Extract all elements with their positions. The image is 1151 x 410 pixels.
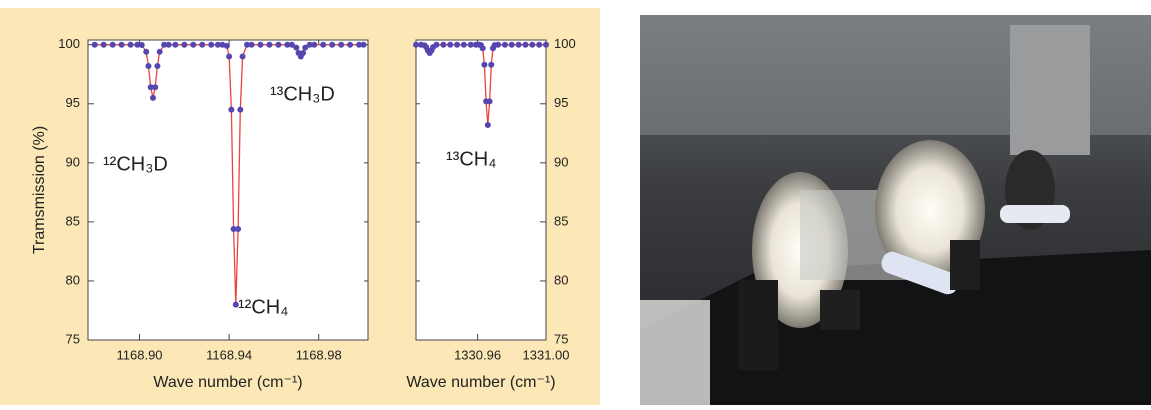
data-point [239,53,246,60]
x-tick-label: 1168.90 [117,347,163,362]
data-point [284,41,291,48]
data-point [515,41,522,48]
data-point [347,41,354,48]
data-point [165,41,172,48]
data-point [440,41,447,48]
data-point [460,41,467,48]
plot-area [87,39,369,341]
data-point [320,41,327,48]
data-point [172,41,179,48]
data-point [91,41,98,48]
data-point [481,61,488,68]
x-axis-title: Wave number (cm⁻¹) [406,374,555,391]
data-point [149,94,156,101]
y-tick-label: 90 [66,154,80,169]
data-point [329,41,336,48]
data-point [536,41,543,48]
data-point [248,41,255,48]
data-point [208,41,215,48]
data-point [288,41,295,48]
data-point [479,45,486,52]
data-point [433,41,440,48]
data-point [235,225,242,232]
data-point [529,41,536,48]
data-point [223,42,230,49]
data-point [293,44,300,51]
data-point [501,41,508,48]
data-point [338,41,345,48]
data-point [134,41,141,48]
data-point [356,41,363,48]
annotation: ¹²CH₄ [238,296,288,318]
data-point [488,61,495,68]
data-point [486,98,493,105]
data-point [543,41,549,48]
data-point [232,301,239,308]
data-point [161,41,168,48]
y-tick-label: 100 [554,36,576,51]
data-point [484,122,491,129]
y-tick-label: 75 [66,331,80,346]
x-tick-label: 1330.96 [454,347,501,362]
data-point [214,41,221,48]
data-point [226,53,233,60]
data-point [138,41,145,48]
x-tick-label: 1168.94 [206,347,252,362]
photo [640,15,1151,405]
y-tick-label: 80 [554,272,568,287]
data-point [181,41,188,48]
plot-area [415,39,547,341]
data-point [109,41,116,48]
y-tick-label: 80 [66,272,80,287]
data-point [154,62,161,69]
annotation: ¹³CH₄ [446,148,496,170]
data-point [275,41,282,48]
y-tick-label: 85 [554,213,568,228]
data-point [447,41,454,48]
data-point [244,41,251,48]
x-tick-label: 1168.98 [296,347,342,362]
x-tick-label: 1331.00 [523,347,570,362]
y-tick-label: 85 [66,213,80,228]
y-axis-title: Tramsmission (%) [31,126,48,254]
data-point [413,41,419,48]
data-point [495,41,502,48]
data-point [306,41,313,48]
data-point [147,84,154,91]
y-tick-label: 95 [554,95,568,110]
x-axis-title: Wave number (cm⁻¹) [153,374,302,391]
data-point [266,41,273,48]
data-point [230,225,237,232]
y-tick-label: 90 [554,154,568,169]
data-point [190,41,197,48]
plots: 75 80 85 90 95 100 1168.90 1168.94 1168.98 Wave n… [31,36,575,391]
data-point [127,41,134,48]
data-point [237,106,244,113]
data-point [522,41,529,48]
data-point [100,41,107,48]
data-point [302,44,309,51]
data-point [508,41,515,48]
data-point [360,41,367,48]
data-point [454,41,461,48]
y-tick-label: 100 [58,36,80,51]
data-point [143,48,150,55]
data-point [257,41,264,48]
data-point [156,48,163,55]
y-tick-label: 75 [554,331,568,346]
data-point [228,106,235,113]
data-point [152,84,159,91]
data-point [145,62,152,69]
data-point [300,49,307,56]
y-tick-label: 95 [66,95,80,110]
data-point [311,41,318,48]
annotation: ¹³CH₃D [270,83,335,105]
data-point [467,41,474,48]
annotation: ¹²CH₃D [103,153,168,175]
data-point [118,41,125,48]
data-point [199,41,206,48]
